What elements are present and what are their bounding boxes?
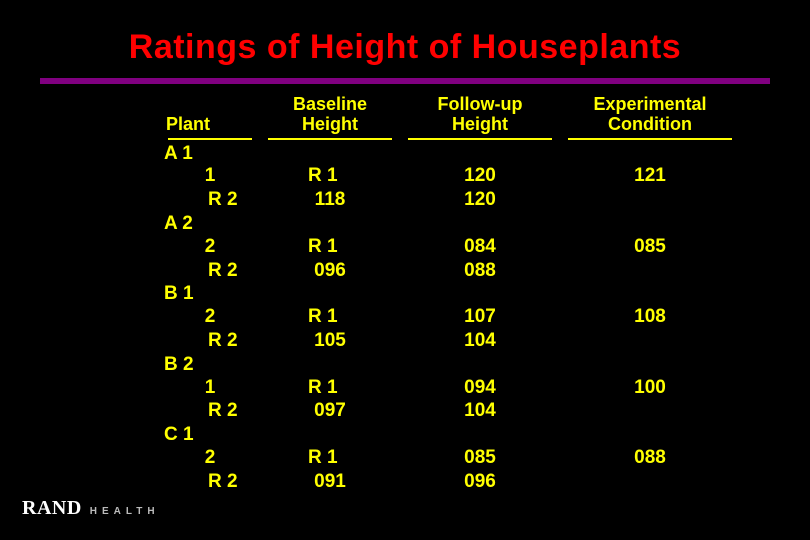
condition-cell: 2 — [160, 235, 260, 259]
baseline-cell: 097 — [260, 399, 400, 423]
followup-cell: 088 — [560, 446, 740, 470]
condition-cell: 2 — [160, 305, 260, 329]
rater-cell: R 1 — [260, 376, 400, 400]
logo-subtext: HEALTH — [90, 506, 160, 517]
followup-cell: 100 — [560, 376, 740, 400]
table-row: R 1 107 108 2 — [160, 305, 740, 329]
rater-cell: R 1 — [260, 446, 400, 470]
table-header-row: Plant BaselineHeight Follow-upHeight Exp… — [160, 95, 740, 138]
table-row: R 1 120 121 1 — [160, 164, 740, 188]
rater-cell: R 2 — [160, 399, 260, 423]
rater-cell: R 1 — [260, 164, 400, 188]
table-row: R 1 085 088 2 — [160, 446, 740, 470]
baseline-cell: 120 — [400, 164, 560, 188]
col-header-condition: ExperimentalCondition — [560, 95, 740, 138]
logo-text: RAND — [22, 497, 82, 520]
plant-group: A 2 R 1 084 085 2 R 2 096 088 — [160, 214, 740, 282]
baseline-cell: 084 — [400, 235, 560, 259]
plant-label: C 1 — [160, 425, 740, 446]
rater-cell: R 2 — [160, 329, 260, 353]
plant-group: B 1 R 1 107 108 2 R 2 105 104 — [160, 284, 740, 352]
baseline-cell: 091 — [260, 470, 400, 494]
baseline-cell: 096 — [260, 259, 400, 283]
rater-cell: R 2 — [160, 470, 260, 494]
followup-cell: 108 — [560, 305, 740, 329]
plant-group: B 2 R 1 094 100 1 R 2 097 104 — [160, 355, 740, 423]
condition-cell: 1 — [160, 376, 260, 400]
followup-cell: 088 — [400, 259, 560, 283]
rater-cell: R 2 — [160, 259, 260, 283]
rater-cell: R 2 — [160, 188, 260, 212]
table-row: R 1 084 085 2 — [160, 235, 740, 259]
plant-label: A 2 — [160, 214, 740, 235]
followup-cell: 085 — [560, 235, 740, 259]
brand-logo: RAND HEALTH — [22, 497, 160, 520]
data-table: Plant BaselineHeight Follow-upHeight Exp… — [160, 95, 740, 496]
col-header-plant: Plant — [160, 114, 260, 138]
col-header-followup: Follow-upHeight — [400, 95, 560, 138]
table-row: R 2 105 104 — [160, 329, 740, 353]
table-row: R 2 118 120 — [160, 188, 740, 212]
followup-cell: 104 — [400, 329, 560, 353]
condition-cell: 2 — [160, 446, 260, 470]
table-row: R 2 091 096 — [160, 470, 740, 494]
table-row: R 2 097 104 — [160, 399, 740, 423]
rater-cell: R 1 — [260, 235, 400, 259]
followup-cell: 121 — [560, 164, 740, 188]
plant-group: A 1 R 1 120 121 1 R 2 118 120 — [160, 144, 740, 212]
baseline-cell: 118 — [260, 188, 400, 212]
baseline-cell: 107 — [400, 305, 560, 329]
baseline-cell: 085 — [400, 446, 560, 470]
followup-cell: 096 — [400, 470, 560, 494]
plant-label: B 2 — [160, 355, 740, 376]
condition-cell: 1 — [160, 164, 260, 188]
slide-title: Ratings of Height of Houseplants — [0, 28, 810, 67]
followup-cell: 104 — [400, 399, 560, 423]
table-body: A 1 R 1 120 121 1 R 2 118 120 A 2 R 1 08… — [160, 144, 740, 494]
table-row: R 1 094 100 1 — [160, 376, 740, 400]
plant-label: B 1 — [160, 284, 740, 305]
followup-cell: 120 — [400, 188, 560, 212]
rater-cell: R 1 — [260, 305, 400, 329]
table-row: R 2 096 088 — [160, 259, 740, 283]
col-header-baseline: BaselineHeight — [260, 95, 400, 138]
title-rule — [40, 78, 770, 84]
plant-label: A 1 — [160, 144, 740, 165]
plant-group: C 1 R 1 085 088 2 R 2 091 096 — [160, 425, 740, 493]
baseline-cell: 105 — [260, 329, 400, 353]
baseline-cell: 094 — [400, 376, 560, 400]
